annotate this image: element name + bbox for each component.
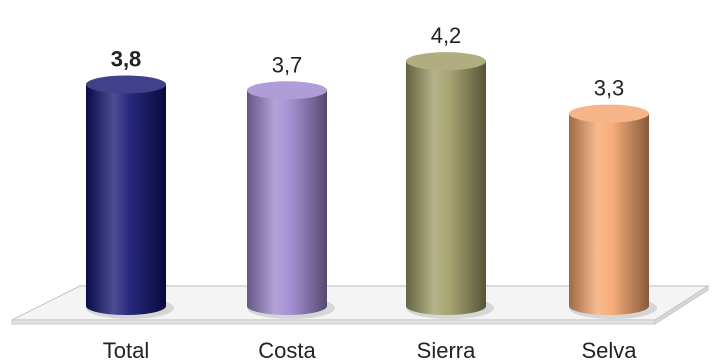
- bar-body: [406, 61, 486, 315]
- category-label: Total: [103, 338, 149, 362]
- floor-side: [654, 285, 709, 325]
- value-label: 3,8: [111, 46, 142, 71]
- bar-total: [86, 75, 174, 319]
- bar-body: [86, 84, 166, 316]
- category-label: Selva: [581, 338, 637, 362]
- bar-top-cap: [247, 81, 327, 100]
- bar-selva: [569, 104, 657, 319]
- bar-body: [247, 90, 327, 315]
- bar-top-cap: [86, 75, 166, 94]
- bar-top-cap: [406, 52, 486, 71]
- bar-costa: [247, 81, 335, 319]
- labels-layer: 3,8 Total 3,7 Costa 4,2 Sierra 3,3 Selva: [103, 23, 638, 362]
- category-label: Sierra: [417, 338, 476, 362]
- value-label: 4,2: [431, 23, 462, 48]
- value-label: 3,7: [272, 52, 303, 77]
- value-label: 3,3: [594, 76, 625, 101]
- category-label: Costa: [258, 338, 316, 362]
- bar-body: [569, 113, 649, 315]
- bar-top-cap: [569, 104, 649, 123]
- bar-sierra: [406, 52, 494, 319]
- bars-layer: [86, 52, 657, 319]
- floor-front: [11, 319, 656, 325]
- chart-floor: [11, 285, 711, 325]
